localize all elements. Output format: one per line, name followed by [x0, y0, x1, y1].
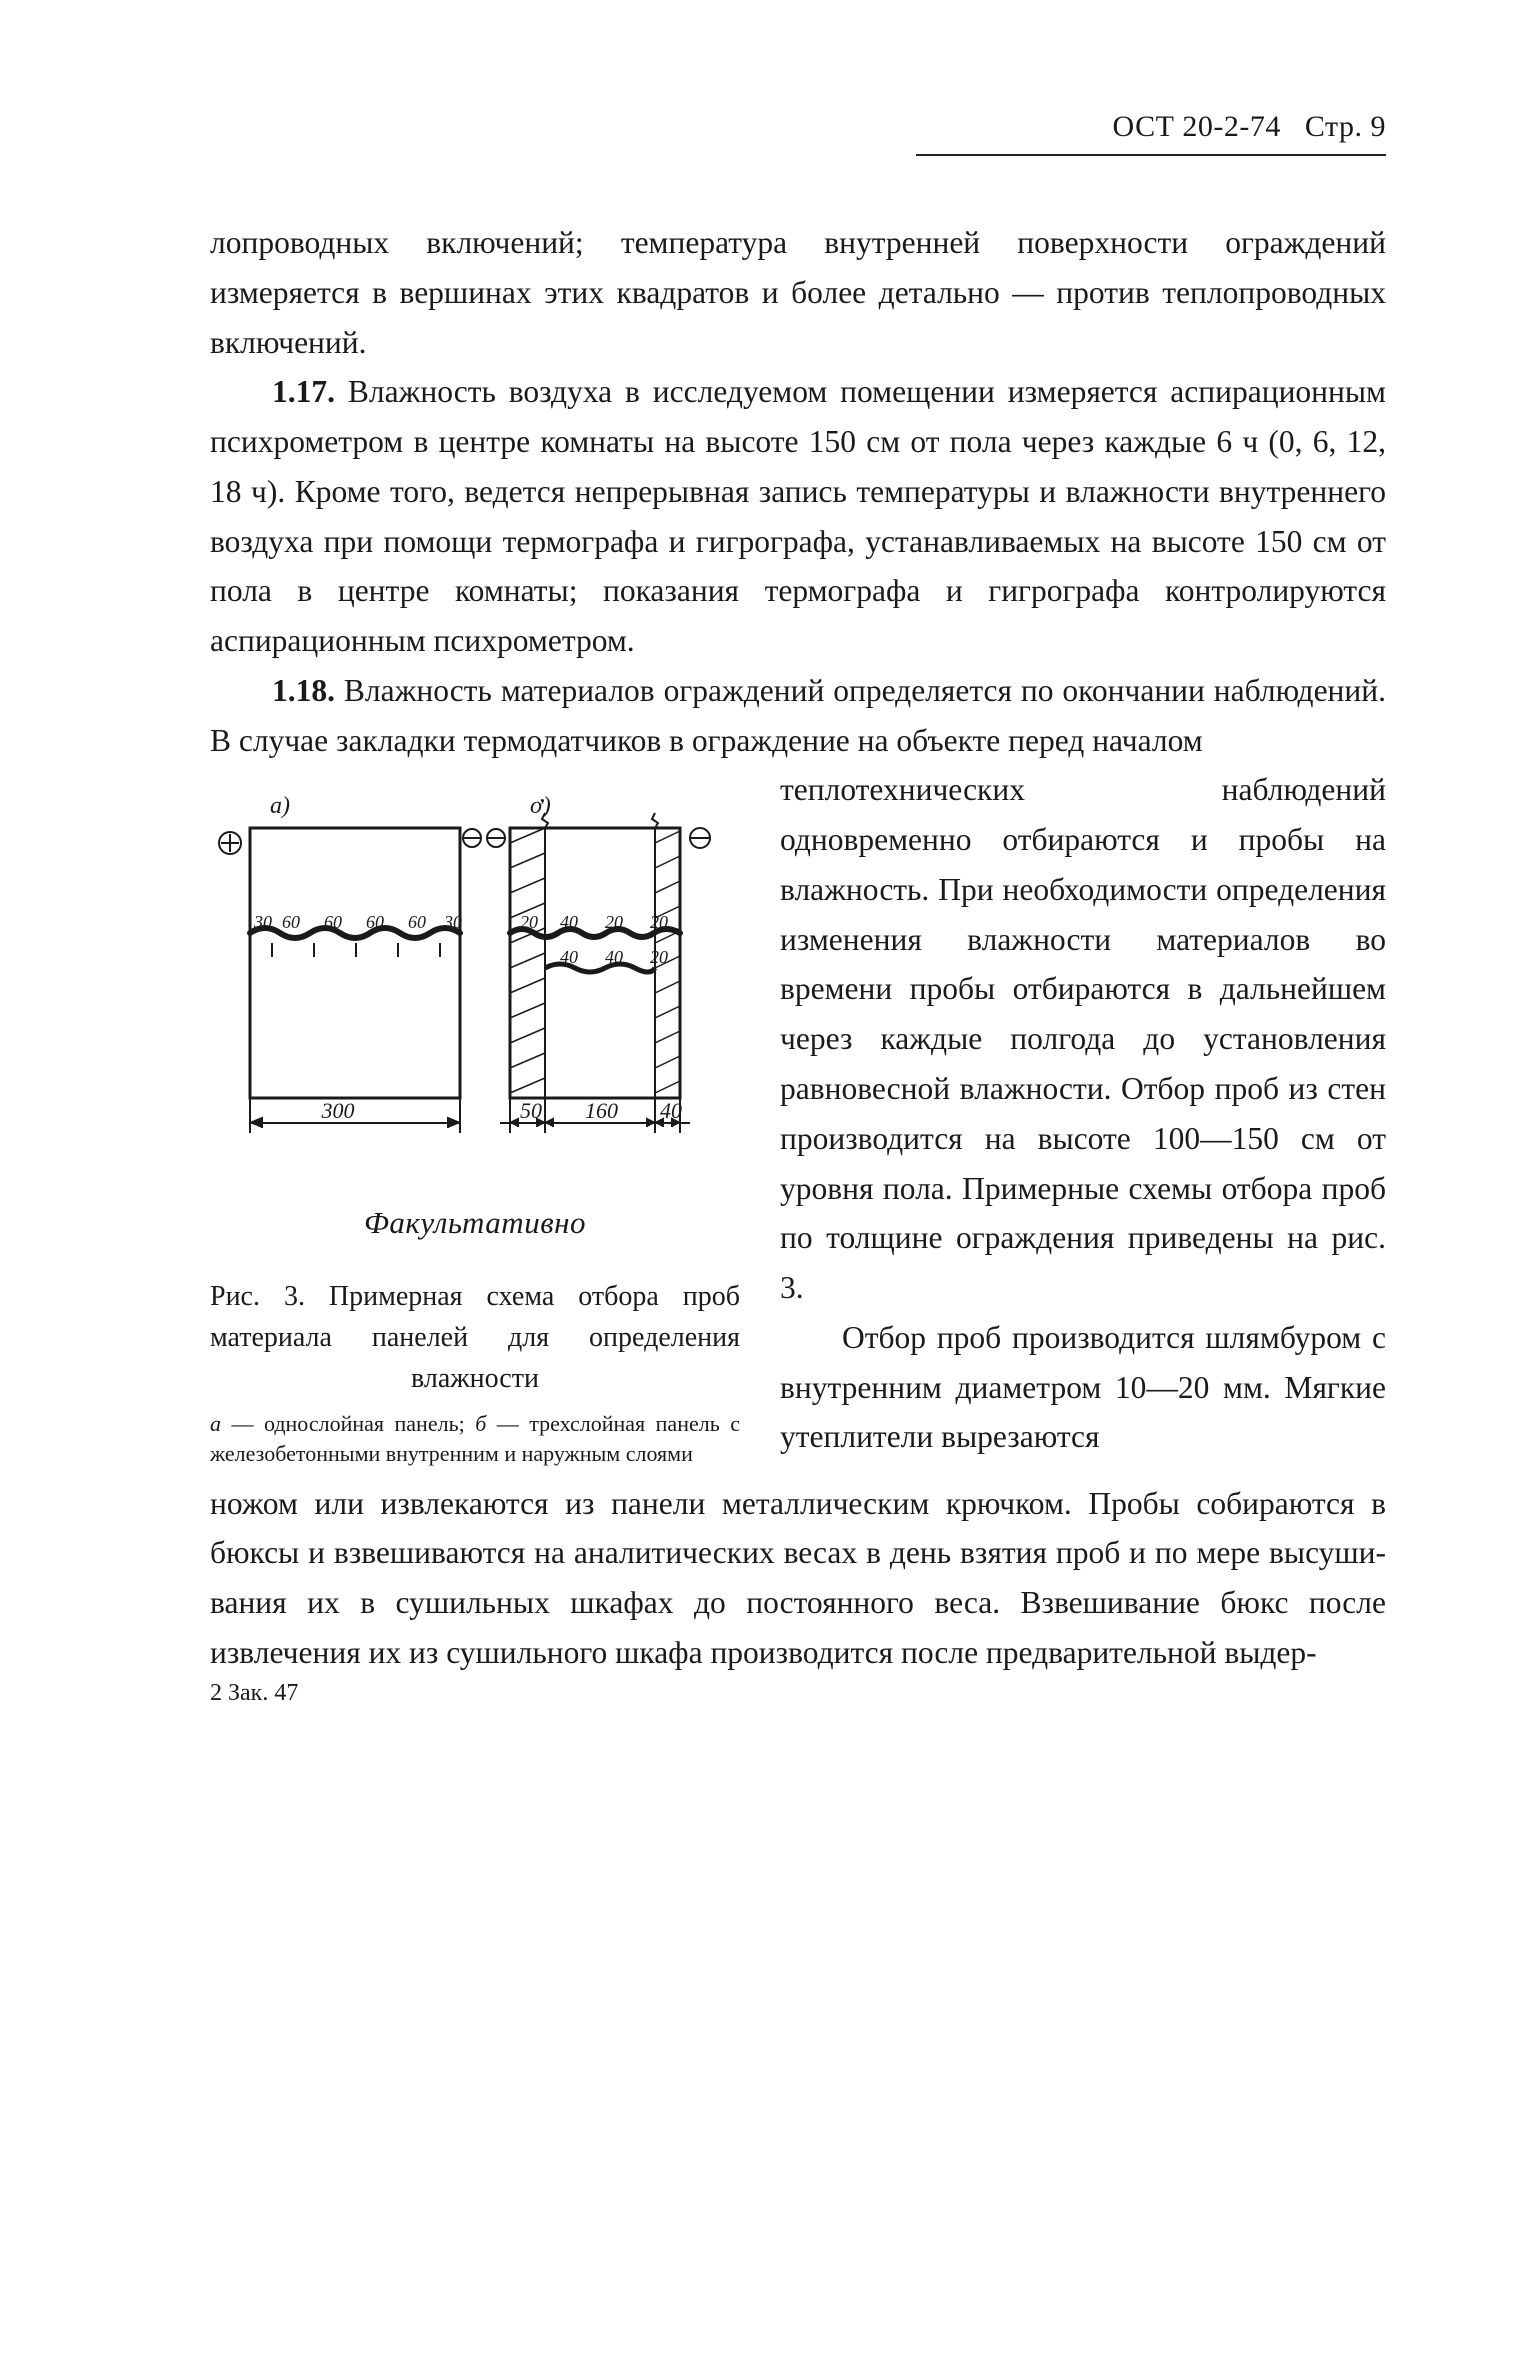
svg-text:60: 60: [324, 912, 342, 932]
svg-text:160: 160: [585, 1098, 618, 1123]
svg-text:40: 40: [660, 1098, 682, 1123]
theta-icons: [463, 829, 505, 847]
para-1-18-lead-text: Влажность материалов ограждений опреде­л…: [210, 673, 1386, 758]
page-label: Стр. 9: [1305, 110, 1386, 143]
svg-text:300: 300: [321, 1098, 355, 1123]
para-1-17: 1.17. Влажность воздуха в исследуемом по…: [210, 367, 1386, 666]
fig-sub-sym-b: б: [475, 1411, 486, 1436]
svg-text:40: 40: [560, 912, 578, 932]
plus-circle-icon: [219, 832, 241, 854]
svg-text:60: 60: [366, 912, 384, 932]
svg-text:20: 20: [520, 912, 538, 932]
section-num-1-17: 1.17.: [272, 374, 335, 409]
figure-3: а) ơ): [210, 783, 740, 1468]
para-1-18-lead: 1.18. Влажность материалов ограждений оп…: [210, 666, 1386, 766]
para-1-17-text: Влажность воздуха в исследуемом помещени…: [210, 374, 1386, 658]
svg-text:40: 40: [560, 947, 578, 967]
para-continuation-top: лопроводных включений; температура внутр…: [210, 218, 1386, 367]
svg-text:20: 20: [650, 912, 668, 932]
svg-text:60: 60: [282, 912, 300, 932]
print-signature: 2 Зак. 47: [210, 1680, 1386, 1707]
svg-text:30: 30: [253, 912, 272, 932]
figure-script-caption: Факультативно: [210, 1205, 740, 1241]
doc-code: ОСТ 20-2-74: [1113, 110, 1281, 143]
panel-a: 30 60 60 60 60 30 300: [250, 828, 462, 1133]
fig-sub-sym-a: а: [210, 1411, 221, 1436]
svg-text:30: 30: [443, 912, 462, 932]
page-header: ОСТ 20-2-74 Стр. 9: [916, 110, 1386, 156]
theta-icon-right: [690, 828, 710, 848]
figure-caption-main: Рис. 3. Примерная схема отбо­ра проб мат…: [210, 1277, 740, 1399]
svg-text:60: 60: [408, 912, 426, 932]
fig-label-a: а): [270, 793, 290, 819]
svg-text:40: 40: [605, 947, 623, 967]
svg-text:20: 20: [605, 912, 623, 932]
svg-text:20: 20: [650, 947, 668, 967]
svg-text:50: 50: [520, 1098, 542, 1123]
fig-label-b: ơ): [530, 793, 551, 819]
section-num-1-18: 1.18.: [272, 673, 335, 708]
figure-3-svg: а) ơ): [210, 783, 740, 1183]
fig-sub-text-a: — однослойная панель;: [221, 1411, 475, 1436]
figure-text-wrap: а) ơ): [210, 765, 1386, 1478]
figure-caption-sub: а — однослойная панель; б — трех­слойная…: [210, 1409, 740, 1468]
para-bottom: ножом или извлекаются из панели металлич…: [210, 1479, 1386, 1678]
panel-b: 20 40 20 20 40 40 20: [500, 813, 690, 1133]
